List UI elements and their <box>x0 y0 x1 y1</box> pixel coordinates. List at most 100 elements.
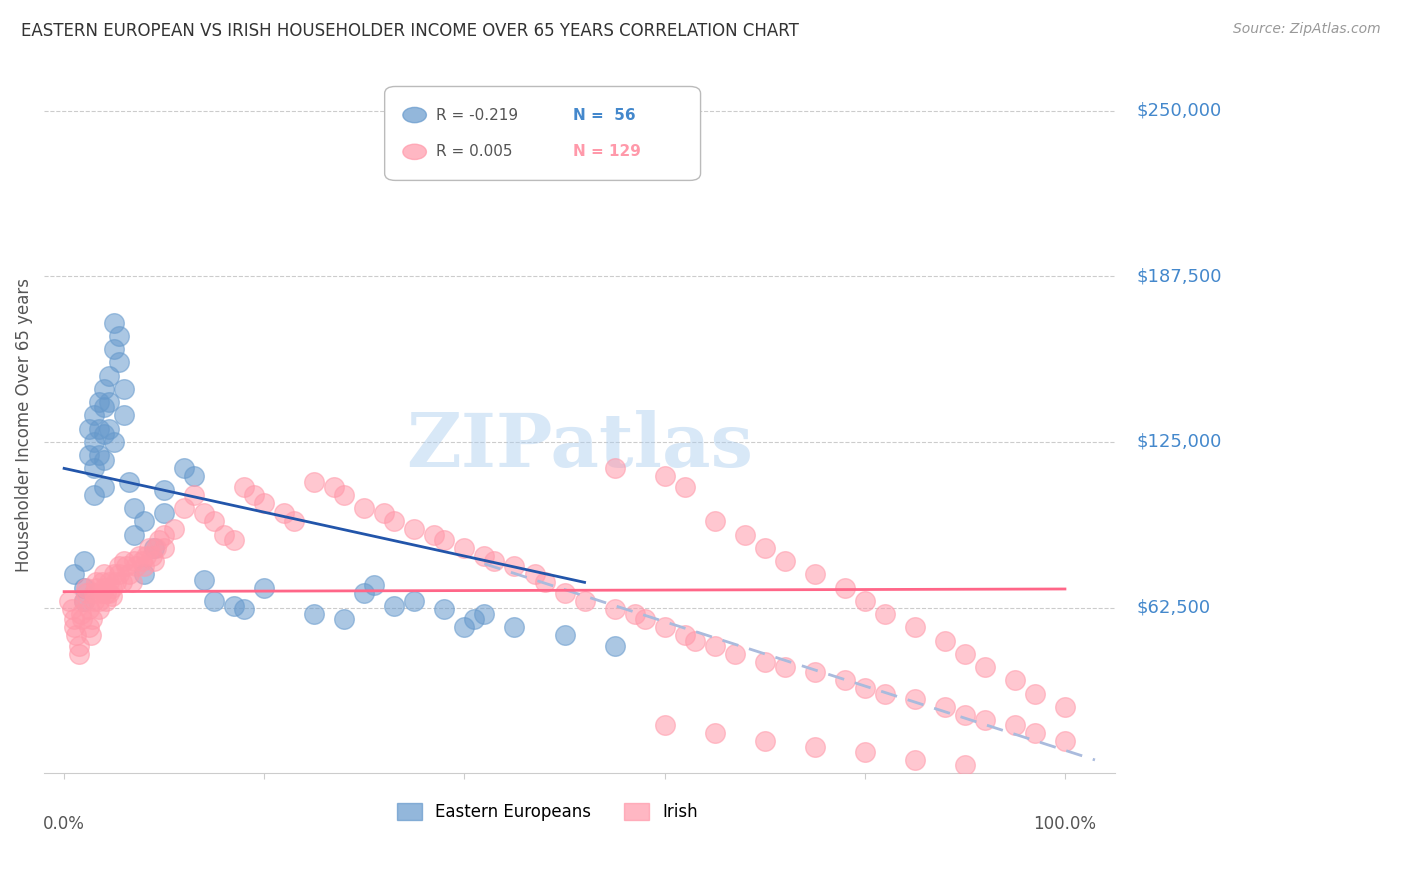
Text: $62,500: $62,500 <box>1136 599 1211 616</box>
Point <box>603 639 626 653</box>
Point <box>153 527 176 541</box>
Point <box>754 655 776 669</box>
Point <box>623 607 645 622</box>
Point <box>89 594 111 608</box>
Point <box>103 316 125 330</box>
Point <box>143 554 166 568</box>
Point <box>853 594 876 608</box>
Point <box>73 554 96 568</box>
Point <box>93 382 115 396</box>
Point <box>83 434 105 449</box>
Point <box>112 409 135 423</box>
Circle shape <box>404 145 426 160</box>
Point <box>118 475 141 489</box>
Point <box>384 599 406 614</box>
Point <box>953 758 976 772</box>
Point <box>224 599 246 614</box>
Point <box>82 612 104 626</box>
Text: 0.0%: 0.0% <box>44 815 86 833</box>
Point <box>834 581 856 595</box>
Point <box>108 329 131 343</box>
Point <box>67 639 90 653</box>
Point <box>91 575 114 590</box>
Point <box>103 342 125 356</box>
Point <box>503 620 526 634</box>
Text: $187,500: $187,500 <box>1136 268 1222 285</box>
Point <box>134 515 156 529</box>
Point <box>973 660 995 674</box>
Point <box>654 469 676 483</box>
Point <box>803 567 825 582</box>
Circle shape <box>404 107 426 123</box>
Point <box>89 448 111 462</box>
Point <box>453 620 475 634</box>
Point <box>404 594 426 608</box>
Point <box>103 567 125 582</box>
Point <box>93 581 115 595</box>
Point <box>118 567 141 582</box>
Point <box>934 633 956 648</box>
Point <box>724 647 747 661</box>
Point <box>89 395 111 409</box>
Point <box>98 586 121 600</box>
Point <box>98 575 121 590</box>
Point <box>233 480 256 494</box>
Point <box>503 559 526 574</box>
Point <box>112 554 135 568</box>
Point <box>112 382 135 396</box>
FancyBboxPatch shape <box>385 87 700 180</box>
Point <box>474 607 496 622</box>
Point <box>404 522 426 536</box>
Point <box>96 594 118 608</box>
Point <box>533 575 555 590</box>
Point <box>70 612 93 626</box>
Point <box>84 581 107 595</box>
Point <box>1024 687 1046 701</box>
Point <box>683 633 706 648</box>
Point <box>89 602 111 616</box>
Point <box>134 559 156 574</box>
Point <box>153 507 176 521</box>
Point <box>233 602 256 616</box>
Point <box>153 541 176 555</box>
Point <box>304 475 326 489</box>
Text: R = -0.219: R = -0.219 <box>436 108 519 122</box>
Point <box>60 602 83 616</box>
Point <box>703 515 725 529</box>
Point <box>183 469 205 483</box>
Point <box>243 488 266 502</box>
Point <box>934 700 956 714</box>
Point <box>904 620 927 634</box>
Point <box>1004 673 1026 688</box>
Point <box>101 581 124 595</box>
Point <box>654 718 676 732</box>
Point <box>134 567 156 582</box>
Point <box>202 594 225 608</box>
Point <box>202 515 225 529</box>
Point <box>554 628 576 642</box>
Point <box>853 745 876 759</box>
Point <box>803 665 825 680</box>
Text: 100.0%: 100.0% <box>1033 815 1097 833</box>
Point <box>183 488 205 502</box>
Point <box>904 692 927 706</box>
Point <box>131 554 153 568</box>
Point <box>654 620 676 634</box>
Text: ZIPatlas: ZIPatlas <box>406 409 754 483</box>
Point <box>93 426 115 441</box>
Point <box>108 559 131 574</box>
Point <box>323 480 346 494</box>
Point <box>122 527 145 541</box>
Point <box>163 522 186 536</box>
Point <box>83 409 105 423</box>
Point <box>574 594 596 608</box>
Point <box>363 578 385 592</box>
Point <box>103 434 125 449</box>
Point <box>83 461 105 475</box>
Legend: Eastern Europeans, Irish: Eastern Europeans, Irish <box>389 796 704 828</box>
Point <box>773 554 796 568</box>
Point <box>108 567 131 582</box>
Point <box>98 422 121 436</box>
Point <box>141 549 163 563</box>
Point <box>273 507 295 521</box>
